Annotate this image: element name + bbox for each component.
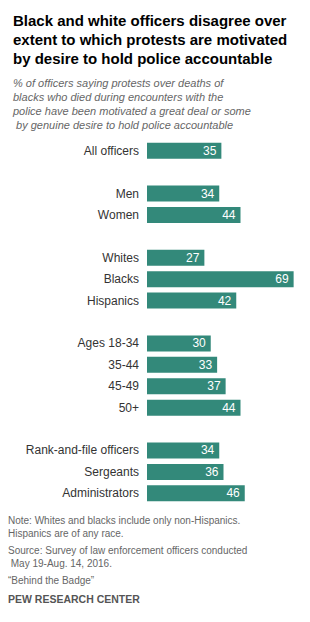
svg-text:50+: 50+ — [119, 401, 139, 415]
svg-text:33: 33 — [199, 358, 213, 372]
svg-text:blacks who died during encount: blacks who died during encounters with t… — [13, 91, 226, 103]
svg-text:extent to which protests are m: extent to which protests are motivated — [13, 31, 291, 48]
svg-text:Hispanics: Hispanics — [87, 294, 139, 308]
svg-text:PEW RESEARCH CENTER: PEW RESEARCH CENTER — [8, 593, 140, 605]
svg-text:37: 37 — [207, 379, 221, 393]
svg-text:Administrators: Administrators — [62, 486, 139, 500]
svg-text:34: 34 — [201, 443, 215, 457]
svg-text:police have been motivated a g: police have been motivated a great deal … — [12, 105, 251, 117]
svg-text:Rank-and-file officers: Rank-and-file officers — [26, 443, 139, 457]
svg-text:Hispanics are of any race.: Hispanics are of any race. — [8, 528, 124, 539]
svg-text:Sergeants: Sergeants — [84, 465, 139, 479]
svg-text:% of officers saying protests: % of officers saying protests over death… — [13, 77, 226, 89]
svg-text:27: 27 — [186, 251, 200, 265]
svg-text:30: 30 — [192, 336, 206, 350]
svg-text:May 19-Aug. 14, 2016.: May 19-Aug. 14, 2016. — [8, 558, 112, 569]
svg-text:“Behind the Badge”: “Behind the Badge” — [8, 575, 94, 586]
svg-text:45-49: 45-49 — [108, 379, 139, 393]
svg-text:42: 42 — [218, 294, 232, 308]
svg-text:35-44: 35-44 — [108, 358, 139, 372]
svg-text:44: 44 — [222, 208, 236, 222]
svg-text:Ages 18-34: Ages 18-34 — [78, 336, 140, 350]
svg-text:34: 34 — [201, 187, 215, 201]
svg-text:by genuine desire to hold poli: by genuine desire to hold police account… — [13, 119, 233, 131]
svg-text:69: 69 — [275, 272, 289, 286]
svg-text:All officers: All officers — [84, 144, 139, 158]
svg-text:Men: Men — [116, 187, 139, 201]
svg-text:Women: Women — [98, 208, 139, 222]
svg-text:Whites: Whites — [102, 251, 139, 265]
svg-text:36: 36 — [205, 465, 219, 479]
svg-text:44: 44 — [222, 401, 236, 415]
svg-text:Source: Survey of law enforcem: Source: Survey of law enforcement office… — [8, 545, 247, 556]
svg-text:Black and white officers disag: Black and white officers disagree over — [13, 12, 291, 29]
svg-text:Note: Whites and blacks includ: Note: Whites and blacks include only non… — [8, 515, 243, 526]
svg-text:46: 46 — [226, 486, 240, 500]
svg-text:Blacks: Blacks — [104, 272, 139, 286]
svg-text:35: 35 — [203, 144, 217, 158]
svg-text:by desire to hold police accou: by desire to hold police accountable — [13, 50, 272, 67]
